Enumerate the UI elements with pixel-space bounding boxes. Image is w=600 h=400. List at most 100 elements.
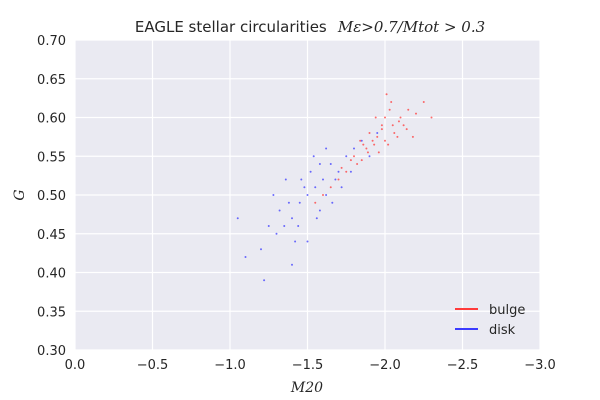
bulge-point [322,194,324,196]
disk-point [306,194,309,196]
bulge-point [399,116,402,119]
disk-point [376,132,379,134]
y-tick-label: 0.55 [37,150,66,165]
disk-point [297,225,300,227]
y-tick-label: 0.40 [37,267,66,282]
disk-point [353,147,355,150]
y-tick-label: 0.35 [37,305,66,320]
disk-point [334,178,337,181]
disk-point [331,201,334,204]
bulge-point [356,163,359,165]
disk-point [315,217,318,220]
bulge-point [314,201,317,204]
bulge-point [353,155,355,158]
bulge-point [402,124,405,127]
disk-point [263,279,266,282]
y-tick-label: 0.50 [37,189,66,204]
disk-point [318,209,321,212]
bulge-point [349,159,352,162]
bulge-point [368,132,371,134]
disk-point [267,225,270,227]
y-tick-label: 0.60 [37,112,66,127]
disk-point [322,178,324,181]
legend-disk-label: disk [489,323,516,338]
x-tick-label: −2.0 [369,358,401,373]
x-tick-label: −1.0 [214,358,246,373]
bulge-point [430,116,433,119]
disk-point [340,186,343,189]
bulge-point [359,139,362,142]
disk-point [244,256,247,258]
bulge-point [366,151,369,154]
legend-bulge-label: bulge [489,303,525,318]
y-tick-label: 0.45 [37,228,66,243]
bulge-point [405,128,408,131]
disk-point [291,263,293,266]
bulge-point [345,170,348,173]
disk-point [345,155,348,158]
disk-point [329,163,332,165]
y-tick-label: 0.65 [37,73,66,88]
bulge-point [374,116,377,119]
bulge-point [388,108,391,111]
bulge-point [384,116,386,119]
bulge-point [411,135,414,138]
bulge-point [384,139,386,142]
x-tick-label: −2.5 [447,358,479,373]
bulge-point [371,139,374,142]
disk-point [325,194,328,196]
disk-point [306,240,309,243]
x-axis-label: M20 [290,380,323,396]
disk-point [309,170,312,173]
bulge-point [422,101,425,103]
disk-point [303,186,306,189]
disk-point [337,170,340,173]
disk-point [278,209,281,212]
bulge-point [337,178,340,181]
disk-point [360,139,363,142]
bulge-point [385,93,388,96]
disk-point [325,147,328,150]
legend: bulge disk [455,303,525,338]
bulge-point [387,143,390,146]
bulge-point [393,132,396,134]
bulge-point [396,135,399,138]
chart-title: EAGLE stellar circularities Mε>0.7/Mtot … [135,17,485,36]
y-tick-label: 0.30 [37,344,66,359]
bulge-point [380,128,383,131]
disk-point [314,186,317,189]
bulge-point [365,147,368,150]
x-tick-label: −1.5 [292,358,324,373]
x-tick-label: 0.0 [65,358,86,373]
bulge-point [362,143,365,146]
disk-point [298,201,301,204]
disk-point [368,155,371,158]
disk-point [260,248,262,251]
disk-point [300,178,303,181]
y-axis-label: G [12,189,28,200]
bulge-point [373,143,376,146]
disk-point [284,178,287,181]
disk-point [283,225,286,227]
bulge-point [397,120,400,123]
disk-point [312,155,315,158]
bulge-point [407,108,410,111]
disk-point [349,170,352,173]
bulge-point [340,166,343,169]
bulge-point [380,124,383,127]
bulge-point [360,159,363,162]
y-tick-label: 0.70 [37,34,66,49]
bulge-point [415,112,417,115]
disk-point [294,240,297,243]
bulge-point [376,135,379,138]
bulge-point [329,186,332,189]
bulge-point [390,101,393,103]
x-tick-label: −3.0 [524,358,556,373]
x-tick-label: −0.5 [137,358,169,373]
disk-point [275,232,278,235]
disk-point [236,217,239,220]
scatter-points [236,93,433,282]
disk-point [272,194,275,196]
disk-point [287,201,290,204]
